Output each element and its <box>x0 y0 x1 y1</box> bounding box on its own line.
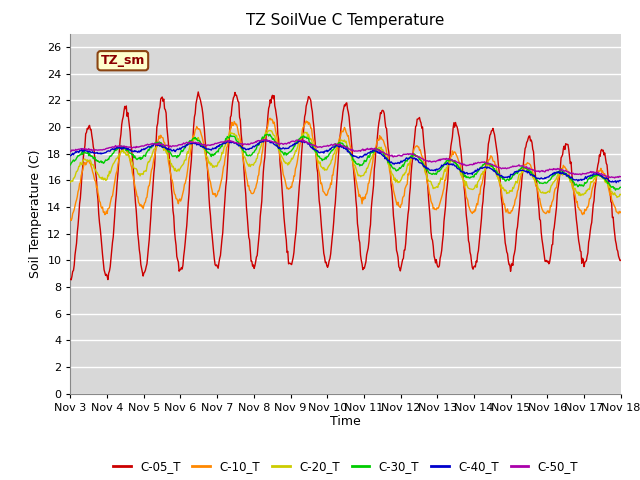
Line: C-20_T: C-20_T <box>70 131 621 197</box>
C-40_T <box>260 137 268 143</box>
C-40_T <box>218 141 226 147</box>
C-30_T <box>617 184 625 190</box>
C-10_T <box>617 209 625 215</box>
Title: TZ SoilVue C Temperature: TZ SoilVue C Temperature <box>246 13 445 28</box>
C-10_T <box>414 144 422 150</box>
C-20_T <box>617 192 625 197</box>
C-05_T <box>195 89 202 95</box>
C-05_T <box>617 257 625 263</box>
C-30_T <box>266 132 273 137</box>
X-axis label: Time: Time <box>330 415 361 429</box>
C-40_T <box>133 149 141 155</box>
C-50_T <box>218 139 226 145</box>
C-05_T <box>414 116 422 122</box>
C-30_T <box>413 154 421 159</box>
Text: TZ_sm: TZ_sm <box>100 54 145 67</box>
C-20_T <box>613 194 621 200</box>
C-50_T <box>133 144 141 150</box>
Line: C-30_T: C-30_T <box>70 134 621 190</box>
C-30_T <box>67 162 74 168</box>
C-10_T <box>67 216 74 222</box>
C-10_T <box>219 169 227 175</box>
C-10_T <box>430 205 438 211</box>
C-10_T <box>190 134 198 140</box>
C-40_T <box>67 153 74 158</box>
C-05_T <box>134 231 141 237</box>
C-10_T <box>266 115 274 121</box>
C-50_T <box>413 153 421 159</box>
C-20_T <box>77 160 84 166</box>
C-20_T <box>189 138 196 144</box>
C-05_T <box>190 123 198 129</box>
Line: C-40_T: C-40_T <box>70 140 621 183</box>
C-40_T <box>617 178 625 183</box>
C-40_T <box>77 148 84 154</box>
C-20_T <box>266 128 273 133</box>
C-05_T <box>77 185 85 191</box>
C-50_T <box>259 137 267 143</box>
C-30_T <box>612 187 620 193</box>
C-30_T <box>189 136 196 142</box>
C-05_T <box>67 277 75 283</box>
C-50_T <box>67 149 74 155</box>
C-10_T <box>67 217 75 223</box>
Y-axis label: Soil Temperature (C): Soil Temperature (C) <box>29 149 42 278</box>
C-40_T <box>413 157 421 163</box>
C-40_T <box>429 168 437 173</box>
C-10_T <box>77 173 85 179</box>
C-20_T <box>218 150 226 156</box>
C-05_T <box>430 253 438 259</box>
C-50_T <box>429 159 437 165</box>
C-20_T <box>413 153 421 159</box>
C-30_T <box>429 170 437 176</box>
Line: C-10_T: C-10_T <box>70 118 621 220</box>
C-20_T <box>133 168 141 173</box>
C-40_T <box>612 180 620 186</box>
C-40_T <box>189 140 196 146</box>
C-50_T <box>189 139 196 145</box>
C-50_T <box>77 146 84 152</box>
C-20_T <box>67 180 74 185</box>
C-10_T <box>134 194 141 200</box>
C-05_T <box>67 276 74 282</box>
C-30_T <box>77 152 84 157</box>
C-50_T <box>611 175 618 181</box>
Legend: C-05_T, C-10_T, C-20_T, C-30_T, C-40_T, C-50_T: C-05_T, C-10_T, C-20_T, C-30_T, C-40_T, … <box>108 455 583 478</box>
C-50_T <box>617 174 625 180</box>
Line: C-50_T: C-50_T <box>70 140 621 178</box>
C-05_T <box>220 217 227 223</box>
C-30_T <box>133 156 141 162</box>
C-30_T <box>218 144 226 149</box>
Line: C-05_T: C-05_T <box>70 92 621 280</box>
C-20_T <box>429 186 437 192</box>
